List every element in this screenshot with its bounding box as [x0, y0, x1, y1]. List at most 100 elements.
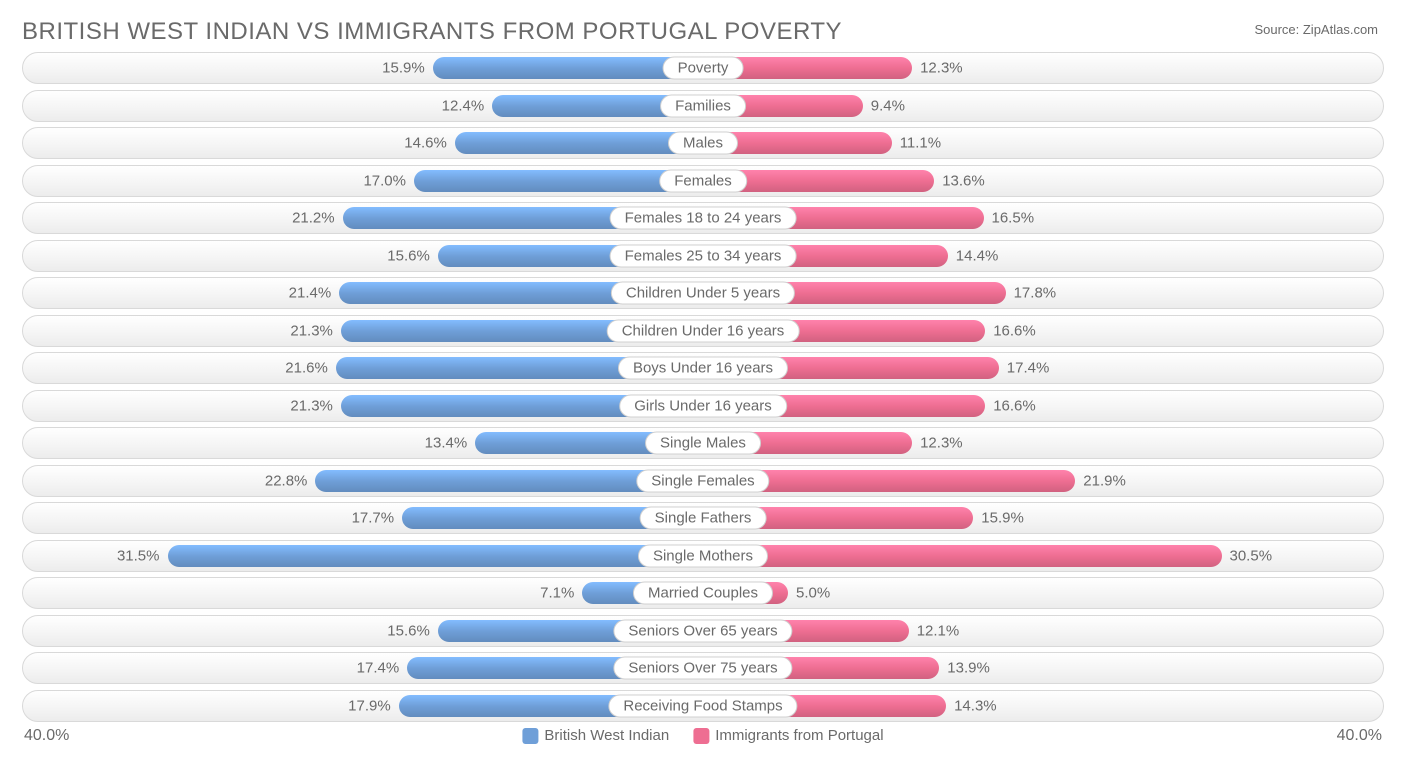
- bar-value-label-left: 17.0%: [363, 172, 414, 189]
- bar-value-label-left: 21.6%: [285, 360, 336, 377]
- right-half: 16.6%: [703, 391, 1383, 421]
- category-label: Girls Under 16 years: [619, 394, 787, 417]
- right-half: 17.8%: [703, 278, 1383, 308]
- chart-title: BRITISH WEST INDIAN VS IMMIGRANTS FROM P…: [22, 18, 1384, 46]
- bar-value-label-left: 17.9%: [348, 697, 399, 714]
- bar-value-label-right: 17.4%: [999, 360, 1050, 377]
- chart-row: 17.7%15.9%Single Fathers: [22, 502, 1384, 534]
- category-label: Families: [660, 94, 746, 117]
- bar-value-label-left: 14.6%: [404, 135, 455, 152]
- left-half: 22.8%: [23, 466, 703, 496]
- chart-row: 13.4% 12.3% Single Males: [22, 427, 1384, 459]
- bar-value-label-left: 31.5%: [117, 547, 168, 564]
- chart-row: 21.4% 17.8% Children Under 5 years: [22, 277, 1384, 309]
- bar-value-label-right: 30.5%: [1222, 547, 1273, 564]
- chart-row: 17.9% 14.3% Receiving Food Stamps: [22, 690, 1384, 722]
- left-half: 17.7%: [23, 503, 703, 533]
- bar-value-label-left: 15.6%: [387, 622, 438, 639]
- chart-row: 14.6% 11.1% Males: [22, 127, 1384, 159]
- chart-row: 17.0% 13.6%Females: [22, 165, 1384, 197]
- right-half: 14.3%: [703, 691, 1383, 721]
- bar-value-label-right: 14.3%: [946, 697, 997, 714]
- bar-value-label-left: 21.3%: [290, 397, 341, 414]
- legend-item-series-1: Immigrants from Portugal: [693, 727, 883, 744]
- bar-value-label-right: 12.3%: [912, 435, 963, 452]
- diverging-bar-chart: 15.9%12.3%Poverty12.4%9.4%Families14.6%1…: [22, 52, 1384, 722]
- right-half: 5.0%: [703, 578, 1383, 608]
- category-label: Seniors Over 65 years: [613, 619, 792, 642]
- source-attribution: Source: ZipAtlas.com: [1254, 22, 1378, 37]
- bar-value-label-left: 15.9%: [382, 60, 433, 77]
- legend-swatch-series-0: [522, 728, 538, 744]
- chart-row: 15.9% 12.3%Poverty: [22, 52, 1384, 84]
- left-half: 17.9%: [23, 691, 703, 721]
- category-label: Single Females: [636, 469, 769, 492]
- bar-value-label-left: 13.4%: [425, 435, 476, 452]
- right-half: 30.5%: [703, 541, 1383, 571]
- legend-label-series-1: Immigrants from Portugal: [715, 727, 883, 744]
- bar-value-label-left: 15.6%: [387, 247, 438, 264]
- left-half: 21.2%: [23, 203, 703, 233]
- bar-value-label-right: 21.9%: [1075, 472, 1126, 489]
- category-label: Males: [668, 132, 738, 155]
- bar-value-label-left: 21.3%: [290, 322, 341, 339]
- bar-value-label-right: 12.1%: [909, 622, 960, 639]
- bar-value-label-left: 7.1%: [540, 585, 582, 602]
- left-half: 21.4%: [23, 278, 703, 308]
- bar-value-label-right: 15.9%: [973, 510, 1024, 527]
- bar-value-label-right: 16.6%: [985, 322, 1036, 339]
- left-half: 14.6%: [23, 128, 703, 158]
- chart-row: 21.2% 16.5% Females 18 to 24 years: [22, 202, 1384, 234]
- left-half: 12.4%: [23, 91, 703, 121]
- left-half: 17.0%: [23, 166, 703, 196]
- right-half: 13.6%: [703, 166, 1383, 196]
- category-label: Females 25 to 34 years: [610, 244, 797, 267]
- left-half: 17.4%: [23, 653, 703, 683]
- right-half: 15.9%: [703, 503, 1383, 533]
- right-half: 16.5%: [703, 203, 1383, 233]
- chart-row: 31.5%30.5%Single Mothers: [22, 540, 1384, 572]
- chart-container: BRITISH WEST INDIAN VS IMMIGRANTS FROM P…: [0, 0, 1406, 758]
- category-label: Females: [659, 169, 747, 192]
- bar-value-label-right: 13.9%: [939, 660, 990, 677]
- chart-row: 15.6% 14.4% Females 25 to 34 years: [22, 240, 1384, 272]
- category-label: Married Couples: [633, 582, 773, 605]
- category-label: Seniors Over 75 years: [613, 657, 792, 680]
- bar-value-label-left: 12.4%: [442, 97, 493, 114]
- left-half: 15.6%: [23, 616, 703, 646]
- bar-series-0: 14.6%: [455, 132, 703, 154]
- legend: British West Indian Immigrants from Port…: [522, 727, 883, 744]
- axis-max-left: 40.0%: [24, 727, 69, 745]
- left-half: 15.6%: [23, 241, 703, 271]
- left-half: 21.3%: [23, 316, 703, 346]
- legend-item-series-0: British West Indian: [522, 727, 669, 744]
- chart-row: 21.3%16.6%Children Under 16 years: [22, 315, 1384, 347]
- bar-value-label-right: 16.5%: [984, 210, 1035, 227]
- left-half: 15.9%: [23, 53, 703, 83]
- right-half: 12.1%: [703, 616, 1383, 646]
- bar-value-label-right: 14.4%: [948, 247, 999, 264]
- chart-row: 12.4%9.4%Families: [22, 90, 1384, 122]
- right-half: 12.3%: [703, 53, 1383, 83]
- bar-series-0: 31.5%: [168, 545, 704, 567]
- bar-series-1: 30.5%: [703, 545, 1222, 567]
- left-half: 21.3%: [23, 391, 703, 421]
- category-label: Single Males: [645, 432, 761, 455]
- bar-value-label-right: 5.0%: [788, 585, 830, 602]
- category-label: Children Under 5 years: [611, 282, 795, 305]
- chart-row: 22.8% 21.9% Single Females: [22, 465, 1384, 497]
- category-label: Females 18 to 24 years: [610, 207, 797, 230]
- category-label: Single Mothers: [638, 544, 768, 567]
- bar-value-label-right: 11.1%: [892, 135, 941, 152]
- left-half: 13.4%: [23, 428, 703, 458]
- category-label: Poverty: [663, 57, 744, 80]
- bar-value-label-right: 17.8%: [1006, 285, 1057, 302]
- bar-value-label-left: 21.4%: [289, 285, 340, 302]
- right-half: 16.6%: [703, 316, 1383, 346]
- right-half: 13.9%: [703, 653, 1383, 683]
- bar-value-label-left: 17.4%: [357, 660, 408, 677]
- category-label: Receiving Food Stamps: [608, 694, 797, 717]
- legend-swatch-series-1: [693, 728, 709, 744]
- axis-row: 40.0% British West Indian Immigrants fro…: [22, 727, 1384, 751]
- left-half: 7.1%: [23, 578, 703, 608]
